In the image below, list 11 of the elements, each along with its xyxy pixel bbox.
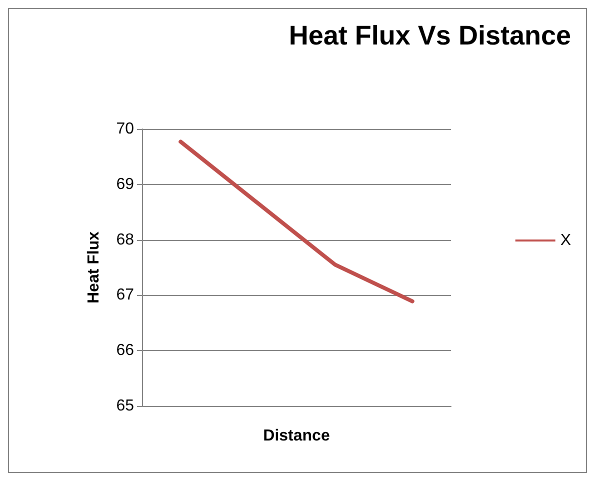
y-tick-label: 69 [116, 176, 134, 193]
y-tick-label: 67 [116, 286, 134, 304]
y-axis-title: Heat Flux [86, 231, 102, 304]
legend-label: X [560, 232, 572, 249]
x-axis-title: Distance [263, 428, 330, 444]
y-tick-label: 65 [116, 398, 134, 414]
y-tick-label: 66 [116, 342, 134, 360]
y-tick-label: 68 [116, 231, 134, 248]
line-series [178, 140, 414, 304]
chart-title: Heat Flux Vs Distance [288, 20, 572, 50]
y-tick-label: 70 [116, 120, 134, 138]
